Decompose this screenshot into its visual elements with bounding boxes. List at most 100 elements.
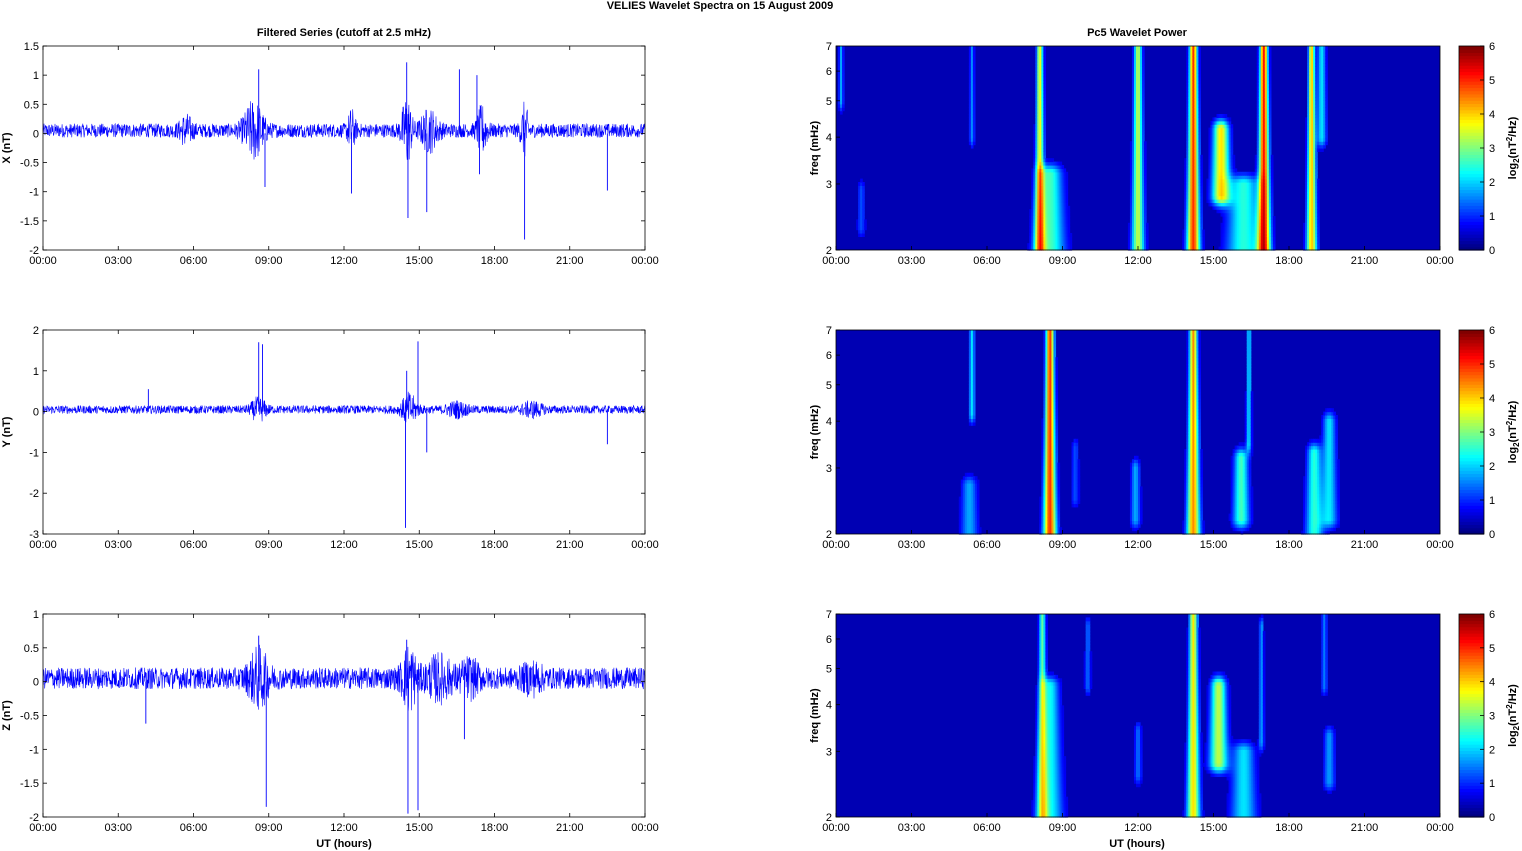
heatmap-cell: [1041, 219, 1044, 224]
heatmap-cell: [1192, 394, 1195, 399]
heatmap-cell: [1035, 219, 1038, 224]
heatmap-cell: [970, 357, 974, 362]
heatmap-cell: [1254, 229, 1258, 234]
heatmap-cell: [1190, 513, 1193, 518]
heatmap-cell: [1192, 347, 1195, 351]
heatmap-cell: [1059, 216, 1063, 220]
heatmap-cell: [860, 216, 863, 220]
heatmap-cell: [1198, 52, 1202, 57]
heatmap-cell: [1049, 158, 1053, 163]
colorbar-tick-label: 6: [1489, 41, 1495, 53]
heatmap-cell: [1140, 90, 1143, 95]
heatmap-cell: [1198, 83, 1202, 88]
heatmap-cell: [1184, 462, 1187, 467]
heatmap-cell: [1238, 178, 1242, 183]
heatmap-cell: [1194, 510, 1197, 515]
heatmap-cell: [1246, 233, 1250, 237]
heatmap-cell: [1039, 233, 1042, 237]
heatmap-cell: [1214, 188, 1218, 193]
heatmap-cell: [1317, 63, 1320, 67]
heatmap-cell: [964, 493, 968, 498]
heatmap-cell: [1142, 239, 1145, 244]
heatmap-cell: [1262, 120, 1266, 125]
heatmap-cell: [974, 513, 978, 518]
heatmap-cell: [1198, 171, 1202, 176]
heatmap-cell: [1043, 117, 1046, 122]
heatmap-cell: [1228, 137, 1232, 142]
heatmap-cell: [1210, 148, 1214, 152]
heatmap-cell: [1192, 158, 1195, 163]
heatmap-cell: [1037, 110, 1040, 115]
heatmap-cell: [970, 56, 974, 61]
heatmap-cell: [1131, 239, 1135, 244]
heatmap-cell: [1135, 466, 1139, 470]
heatmap-cell: [1262, 233, 1266, 237]
heatmap-cell: [1321, 49, 1324, 54]
heatmap-cell: [1142, 219, 1145, 224]
heatmap-cell: [1047, 360, 1051, 365]
heatmap-cell: [1184, 158, 1187, 163]
heatmap-cell: [1142, 246, 1145, 251]
heatmap-cell: [1232, 229, 1236, 234]
heatmap-cell: [1246, 205, 1250, 210]
heatmap-cell: [1041, 452, 1044, 457]
heatmap-cell: [1198, 49, 1202, 54]
heatmap-cell: [1250, 182, 1254, 186]
heatmap-cell: [1188, 350, 1191, 355]
heatmap-cell: [1140, 486, 1143, 491]
heatmap-cell: [1184, 165, 1187, 169]
heatmap-cell: [1144, 165, 1147, 169]
heatmap-cell: [1049, 493, 1053, 498]
heatmap-cell: [1226, 134, 1230, 139]
heatmap-cell: [1037, 205, 1040, 210]
heatmap-cell: [1214, 124, 1218, 129]
heatmap-cell: [1226, 161, 1230, 166]
heatmap-cell: [1242, 175, 1246, 180]
heatmap-cell: [1198, 69, 1202, 74]
heatmap-cell: [1305, 124, 1308, 129]
y-tick-label: -0.5: [20, 711, 39, 723]
heatmap-cell: [1188, 66, 1191, 71]
heatmap-cell: [1184, 459, 1187, 464]
heatmap-cell: [1071, 500, 1075, 504]
heatmap-cell: [1186, 517, 1189, 521]
heatmap-cell: [1190, 236, 1193, 241]
heatmap-cell: [1031, 219, 1034, 224]
heatmap-cell: [1192, 80, 1195, 84]
heatmap-cell: [1045, 219, 1048, 224]
heatmap-cell: [1184, 236, 1187, 241]
heatmap-cell: [1313, 52, 1316, 57]
heatmap-cell: [1031, 195, 1034, 200]
heatmap-cell: [1198, 97, 1202, 101]
heatmap-cell: [1129, 182, 1133, 186]
colorbar-segment: [1459, 84, 1484, 89]
heatmap-cell: [1315, 66, 1318, 71]
heatmap-cell: [1133, 243, 1137, 248]
heatmap-cell: [1188, 233, 1191, 237]
heatmap-cell: [1214, 141, 1218, 146]
heatmap-cell: [1142, 236, 1145, 241]
heatmap-cell: [1192, 212, 1195, 217]
heatmap-cell: [838, 73, 841, 78]
heatmap-cell: [1238, 202, 1242, 207]
heatmap-cell: [838, 97, 841, 101]
heatmap-cell: [1135, 165, 1139, 169]
heatmap-cell: [1133, 90, 1137, 95]
heatmap-cell: [1260, 158, 1264, 163]
heatmap-cell: [1067, 236, 1071, 241]
heatmap-cell: [1146, 222, 1149, 227]
heatmap-cell: [1216, 188, 1220, 193]
heatmap-cell: [1041, 107, 1044, 112]
heatmap-cell: [968, 107, 972, 112]
heatmap-cell: [1140, 86, 1143, 91]
heatmap-cell: [1321, 100, 1324, 105]
heatmap-cell: [1051, 367, 1055, 372]
heatmap-cell: [1230, 154, 1234, 159]
heatmap-cell: [1208, 141, 1212, 146]
heatmap-cell: [1138, 476, 1141, 481]
heatmap-cell: [1212, 182, 1216, 186]
heatmap-cell: [1037, 151, 1040, 156]
heatmap-cell: [1254, 185, 1258, 190]
heatmap-cell: [1208, 175, 1212, 180]
heatmap-cell: [1226, 151, 1230, 156]
